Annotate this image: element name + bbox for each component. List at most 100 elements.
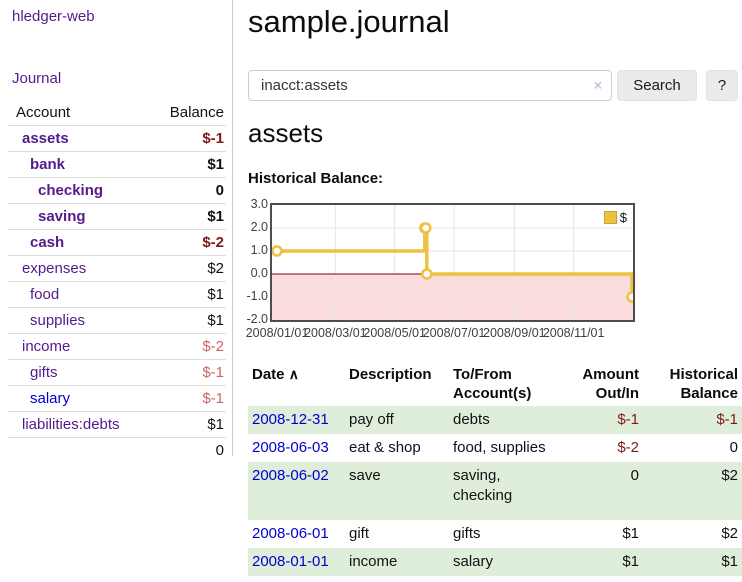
transaction-date-link[interactable]: 2008-01-01 — [252, 553, 329, 570]
series-label: $ — [619, 210, 627, 225]
account-link[interactable]: supplies — [30, 312, 86, 329]
x-axis-tick-label: 2008/09/01 — [483, 326, 546, 340]
account-row: expenses $2 — [8, 255, 226, 282]
main-content: sample.journal × Search ? assets Histori… — [246, 0, 742, 582]
account-link[interactable]: checking — [38, 182, 104, 199]
account-balance: $-2 — [202, 234, 224, 251]
account-balance: $-1 — [202, 390, 224, 407]
transaction-description: gift — [349, 525, 370, 542]
account-link[interactable]: bank — [30, 156, 66, 173]
search-input[interactable] — [248, 70, 612, 101]
search-form: × Search ? — [248, 70, 742, 102]
account-link[interactable]: income — [22, 338, 71, 355]
y-axis-tick-label: -2.0 — [246, 312, 268, 326]
account-cell: salary — [8, 386, 147, 412]
transaction-description: income — [349, 553, 398, 570]
account-link[interactable]: liabilities:debts — [22, 416, 120, 433]
transaction-balance: $2 — [721, 467, 738, 484]
x-axis-tick-label: 2008/05/01 — [363, 326, 426, 340]
account-row: bank $1 — [8, 151, 226, 178]
transaction-amount: $-2 — [617, 439, 639, 456]
transaction-date-cell: 2008-01-01 — [248, 548, 345, 576]
account-cell: saving — [8, 204, 147, 230]
transaction-date-link[interactable]: 2008-06-01 — [252, 525, 329, 542]
search-box: × — [248, 70, 612, 101]
account-balance: $1 — [207, 312, 224, 329]
account-link[interactable]: gifts — [30, 364, 58, 381]
transaction-date-link[interactable]: 2008-06-02 — [252, 467, 329, 484]
transaction-balance: $2 — [721, 525, 738, 542]
y-axis-tick-label: 2.0 — [250, 220, 268, 234]
date-header-label: Date — [252, 366, 285, 383]
transaction-date-link[interactable]: 2008-12-31 — [252, 411, 329, 428]
chart-title: Historical Balance: — [248, 170, 384, 187]
brand-link[interactable]: hledger-web — [12, 8, 95, 25]
sidebar-item-journal[interactable]: Journal — [12, 70, 62, 87]
account-row: income $-2 — [8, 333, 226, 360]
column-header-amount: Amount Out/In — [582, 366, 639, 402]
transaction-row[interactable]: 2008-06-01 gift gifts $1 $2 — [248, 520, 742, 548]
transaction-accounts: gifts — [453, 525, 481, 542]
account-cell: bank — [8, 152, 147, 178]
account-link[interactable]: salary — [30, 390, 71, 407]
y-axis-tick-label: -1.0 — [246, 289, 268, 303]
account-link[interactable]: cash — [30, 234, 65, 251]
transactions-header-row: Date ∧ Description To/From Account(s) Am… — [248, 362, 742, 406]
column-header-date[interactable]: Date ∧ — [248, 362, 345, 406]
chart-canvas — [272, 205, 633, 320]
chart-plot-area: $ — [270, 203, 635, 322]
sidebar: hledger-web Journal Account Balance asse… — [0, 0, 233, 459]
transaction-date-link[interactable]: 2008-06-03 — [252, 439, 329, 456]
transaction-row[interactable]: 2008-12-31 pay off debts $-1 $-1 — [248, 406, 742, 434]
search-button[interactable]: Search — [617, 70, 697, 101]
y-axis-tick-label: 0.0 — [250, 266, 268, 280]
account-balance: $-1 — [202, 130, 224, 147]
clear-search-icon[interactable]: × — [593, 77, 602, 93]
account-cell: liabilities:debts — [8, 412, 147, 438]
transaction-row[interactable]: 2008-01-01 income salary $1 $1 — [248, 548, 742, 576]
transaction-date-cell: 2008-06-02 — [248, 462, 345, 520]
chart-legend: $ — [603, 210, 627, 225]
page-title: sample.journal — [248, 4, 450, 39]
account-balance: $1 — [207, 286, 224, 303]
account-cell: income — [8, 334, 147, 360]
transaction-balance: 0 — [729, 439, 738, 456]
accounts-header-balance: Balance — [169, 104, 224, 121]
accounts-header-account: Account — [16, 104, 71, 121]
account-row: food $1 — [8, 281, 226, 308]
account-link[interactable]: saving — [38, 208, 86, 225]
transaction-description: pay off — [349, 411, 394, 428]
y-axis-tick-label: 3.0 — [250, 197, 268, 211]
account-row: liabilities:debts $1 — [8, 411, 226, 438]
account-heading: assets — [248, 118, 324, 148]
transaction-accounts: food, supplies — [453, 439, 546, 456]
transaction-accounts: salary — [453, 553, 494, 570]
x-axis-tick-label: 2008/11/01 — [542, 326, 605, 340]
account-cell: cash — [8, 230, 147, 256]
transaction-amount: $1 — [622, 525, 639, 542]
account-balance: $-1 — [202, 364, 224, 381]
transaction-description: save — [349, 467, 381, 484]
account-cell: food — [8, 282, 147, 308]
account-row: supplies $1 — [8, 307, 226, 334]
account-row: checking 0 — [8, 177, 226, 204]
transaction-row[interactable]: 2008-06-03 eat & shop food, supplies $-2 0 — [248, 434, 742, 462]
transaction-amount: 0 — [630, 467, 639, 484]
accounts-total-value: 0 — [215, 442, 224, 459]
column-header-description: Description — [349, 366, 432, 383]
account-link[interactable]: food — [30, 286, 60, 303]
account-row: assets $-1 — [8, 125, 226, 152]
column-header-balance: Historical Balance — [669, 366, 738, 402]
account-row: gifts $-1 — [8, 359, 226, 386]
account-cell: checking — [8, 178, 147, 204]
help-button[interactable]: ? — [706, 70, 738, 101]
accounts-total-spacer — [8, 438, 147, 464]
x-axis-tick-label: 2008/07/01 — [422, 326, 486, 340]
account-link[interactable]: expenses — [22, 260, 87, 277]
transaction-amount: $-1 — [617, 411, 639, 428]
account-row: cash $-2 — [8, 229, 226, 256]
account-link[interactable]: assets — [22, 130, 69, 147]
y-axis-tick-label: 1.0 — [250, 243, 268, 257]
transaction-row[interactable]: 2008-06-02 save saving, checking 0 $2 — [248, 462, 742, 520]
